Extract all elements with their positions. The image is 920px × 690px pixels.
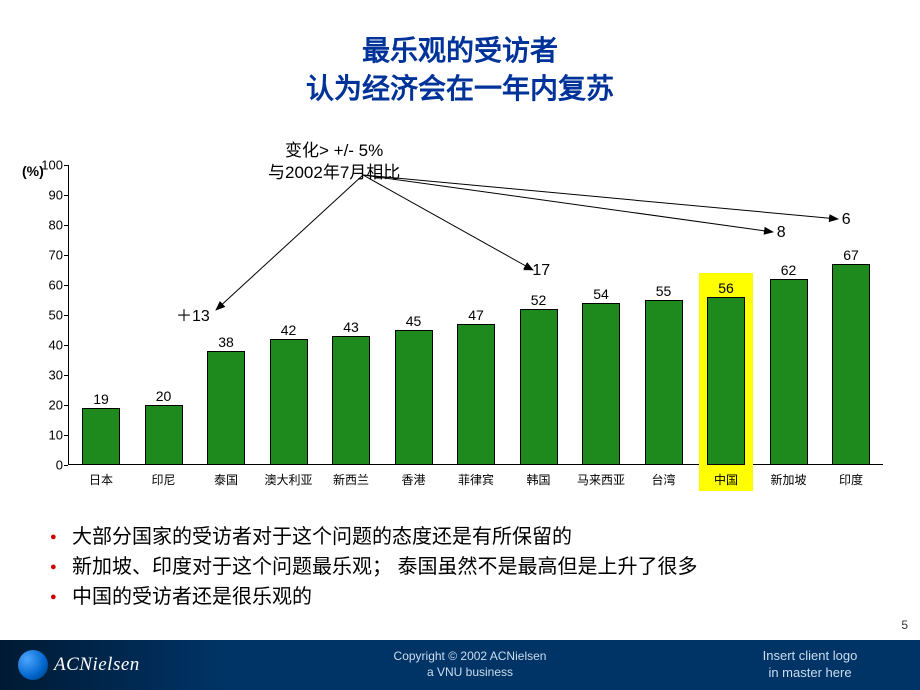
y-tick xyxy=(64,435,68,436)
delta-label: − 6 xyxy=(828,211,851,229)
bar-value-label: 20 xyxy=(146,388,182,404)
title-line-1: 最乐观的受访者 xyxy=(0,32,920,70)
y-tick-label: 0 xyxy=(33,458,63,473)
bar: 45 xyxy=(395,330,433,465)
bar-value-label: 55 xyxy=(646,283,682,299)
bar: 19 xyxy=(82,408,120,465)
x-category-label: 印度 xyxy=(839,471,863,488)
plot-area: 19203842434547525455566267 ＋13−17− 8− 6 xyxy=(68,165,883,465)
x-category-label: 菲律宾 xyxy=(458,471,494,488)
x-category-label: 韩国 xyxy=(526,471,550,488)
annot-line-2: 与2002年7月相比 xyxy=(268,162,400,184)
y-tick-label: 60 xyxy=(33,278,63,293)
x-category-label: 台湾 xyxy=(651,471,675,488)
bar: 52 xyxy=(520,309,558,465)
footer-copyright: Copyright © 2002 ACNielsen a VNU busines… xyxy=(220,649,720,680)
bar-value-label: 19 xyxy=(83,391,119,407)
y-tick-label: 70 xyxy=(33,248,63,263)
y-tick xyxy=(64,465,68,466)
bar-value-label: 45 xyxy=(396,313,432,329)
bar-value-label: 52 xyxy=(521,292,557,308)
y-tick-label: 10 xyxy=(33,428,63,443)
y-tick xyxy=(64,285,68,286)
bar: 62 xyxy=(770,279,808,465)
x-category-label: 香港 xyxy=(401,471,425,488)
y-tick xyxy=(64,165,68,166)
footer-client-logo-placeholder: Insert client logo in master here xyxy=(720,648,920,682)
bar: 56 xyxy=(707,297,745,465)
y-tick xyxy=(64,375,68,376)
y-tick-label: 100 xyxy=(33,158,63,173)
copyright-line-1: Copyright © 2002 ACNielsen xyxy=(220,649,720,665)
placeholder-line-2: in master here xyxy=(720,665,900,682)
y-tick xyxy=(64,345,68,346)
page-number: 5 xyxy=(901,618,908,632)
bar-value-label: 54 xyxy=(583,286,619,302)
bar-value-label: 42 xyxy=(271,322,307,338)
bullet-list: 大部分国家的受访者对于这个问题的态度还是有所保留的新加坡、印度对于这个问题最乐观… xyxy=(50,522,870,612)
footer-bar: ACNielsen Copyright © 2002 ACNielsen a V… xyxy=(0,640,920,690)
y-tick-label: 80 xyxy=(33,218,63,233)
bullet-item: 中国的受访者还是很乐观的 xyxy=(50,582,870,612)
x-category-label: 印尼 xyxy=(151,471,175,488)
bar: 67 xyxy=(832,264,870,465)
y-tick xyxy=(64,255,68,256)
copyright-line-2: a VNU business xyxy=(220,665,720,681)
y-tick xyxy=(64,405,68,406)
y-tick-label: 30 xyxy=(33,368,63,383)
x-category-label: 泰国 xyxy=(214,471,238,488)
y-tick-label: 50 xyxy=(33,308,63,323)
bar-value-label: 47 xyxy=(458,307,494,323)
y-tick-label: 90 xyxy=(33,188,63,203)
y-tick xyxy=(64,195,68,196)
bar-value-label: 67 xyxy=(833,247,869,263)
y-tick xyxy=(64,225,68,226)
bar: 55 xyxy=(645,300,683,465)
slide: 最乐观的受访者 认为经济会在一年内复苏 (%) 1920384243454752… xyxy=(0,0,920,690)
delta-label: ＋13 xyxy=(176,302,210,326)
title-line-2: 认为经济会在一年内复苏 xyxy=(0,70,920,108)
slide-title: 最乐观的受访者 认为经济会在一年内复苏 xyxy=(0,0,920,108)
delta-label: − 8 xyxy=(763,224,786,242)
bar: 20 xyxy=(145,405,183,465)
bar-value-label: 43 xyxy=(333,319,369,335)
bar: 38 xyxy=(207,351,245,465)
y-tick xyxy=(64,315,68,316)
x-category-label: 中国 xyxy=(714,471,738,488)
bar-chart: 19203842434547525455566267 ＋13−17− 8− 6 … xyxy=(68,165,883,495)
bar: 54 xyxy=(582,303,620,465)
bar: 43 xyxy=(332,336,370,465)
bar: 47 xyxy=(457,324,495,465)
bullet-item: 大部分国家的受访者对于这个问题的态度还是有所保留的 xyxy=(50,522,870,552)
bar-value-label: 62 xyxy=(771,262,807,278)
x-category-label: 新西兰 xyxy=(333,471,369,488)
y-tick-label: 40 xyxy=(33,338,63,353)
logo-text: ACNielsen xyxy=(54,654,140,676)
globe-icon xyxy=(18,650,48,680)
bar-value-label: 56 xyxy=(708,280,744,296)
x-category-label: 日本 xyxy=(89,471,113,488)
bullet-item: 新加坡、印度对于这个问题最乐观； 泰国虽然不是最高但是上升了很多 xyxy=(50,552,870,582)
bar-value-label: 38 xyxy=(208,334,244,350)
x-category-label: 澳大利亚 xyxy=(264,471,312,488)
x-category-label: 马来西亚 xyxy=(577,471,625,488)
annot-line-1: 变化> +/- 5% xyxy=(268,140,400,162)
x-category-label: 新加坡 xyxy=(770,471,806,488)
logo-area: ACNielsen xyxy=(0,640,220,690)
bar: 42 xyxy=(270,339,308,465)
annotation-text: 变化> +/- 5% 与2002年7月相比 xyxy=(268,140,400,184)
delta-label: −17 xyxy=(523,262,550,280)
y-tick-label: 20 xyxy=(33,398,63,413)
placeholder-line-1: Insert client logo xyxy=(720,648,900,665)
